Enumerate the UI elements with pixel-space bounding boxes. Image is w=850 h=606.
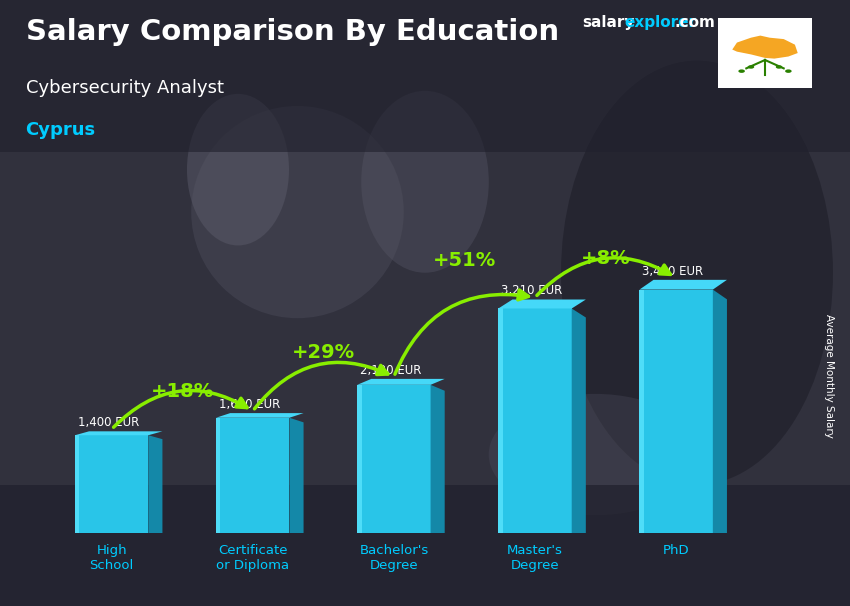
Text: +8%: +8%: [581, 248, 631, 268]
Bar: [498, 308, 502, 533]
Polygon shape: [732, 36, 797, 59]
Text: 1,650 EUR: 1,650 EUR: [219, 398, 280, 411]
Text: .com: .com: [674, 15, 715, 30]
Ellipse shape: [489, 394, 701, 515]
Text: 3,480 EUR: 3,480 EUR: [643, 265, 704, 278]
Text: explorer: explorer: [625, 15, 697, 30]
Bar: [0, 0, 850, 152]
Polygon shape: [572, 308, 586, 533]
Bar: [216, 418, 290, 533]
Ellipse shape: [361, 91, 489, 273]
Ellipse shape: [561, 61, 833, 485]
Bar: [75, 435, 79, 533]
Text: +18%: +18%: [150, 382, 214, 401]
Polygon shape: [357, 379, 445, 385]
Ellipse shape: [785, 70, 791, 73]
Text: +51%: +51%: [433, 251, 496, 270]
Ellipse shape: [739, 70, 745, 73]
Bar: [0, 485, 850, 606]
Polygon shape: [216, 413, 303, 418]
Text: +29%: +29%: [292, 344, 355, 362]
Text: Cybersecurity Analyst: Cybersecurity Analyst: [26, 79, 224, 97]
Bar: [216, 418, 220, 533]
Ellipse shape: [776, 65, 782, 68]
Text: salary: salary: [582, 15, 635, 30]
Bar: [75, 435, 148, 533]
Polygon shape: [148, 435, 162, 533]
Ellipse shape: [748, 65, 754, 68]
Polygon shape: [431, 385, 445, 533]
Text: Average Monthly Salary: Average Monthly Salary: [824, 314, 834, 438]
Text: Salary Comparison By Education: Salary Comparison By Education: [26, 18, 558, 46]
Polygon shape: [498, 299, 586, 308]
Polygon shape: [290, 418, 303, 533]
Text: 1,400 EUR: 1,400 EUR: [77, 416, 139, 429]
Bar: [639, 290, 643, 533]
Text: 2,120 EUR: 2,120 EUR: [360, 364, 422, 377]
Bar: [357, 385, 361, 533]
Polygon shape: [713, 290, 727, 533]
Text: Cyprus: Cyprus: [26, 121, 95, 139]
Bar: [357, 385, 431, 533]
Polygon shape: [75, 431, 162, 435]
Ellipse shape: [191, 106, 404, 318]
Text: 3,210 EUR: 3,210 EUR: [502, 284, 563, 298]
Bar: [498, 308, 572, 533]
Bar: [639, 290, 713, 533]
Polygon shape: [639, 280, 727, 290]
Ellipse shape: [187, 94, 289, 245]
